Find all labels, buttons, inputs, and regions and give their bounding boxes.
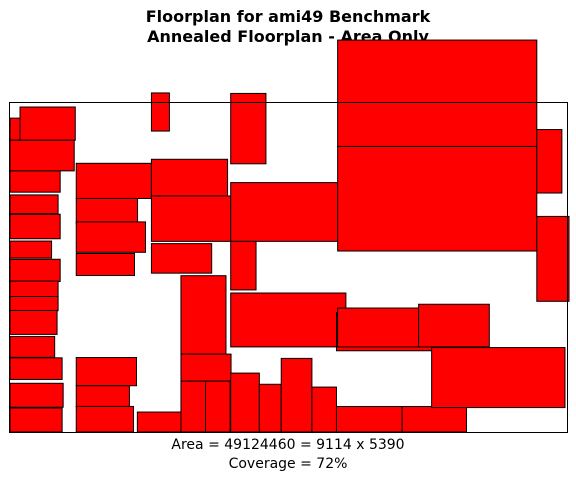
coverage-caption: Coverage = 72% <box>228 456 348 472</box>
chip-outline <box>9 102 568 433</box>
module-block-b9 <box>9 280 59 298</box>
module-block-b17 <box>75 197 139 225</box>
module-block-b29 <box>180 353 232 382</box>
module-block-b39 <box>311 386 337 433</box>
module-block-b45 <box>418 303 490 348</box>
module-block-b34 <box>230 240 257 291</box>
module-block-b48 <box>536 215 570 302</box>
module-block-b41 <box>335 405 403 433</box>
module-block-b22 <box>75 405 135 433</box>
module-block-b10 <box>9 295 59 312</box>
module-block-b15 <box>9 407 63 433</box>
module-block-b12 <box>9 335 56 358</box>
module-block-b16 <box>75 162 152 199</box>
module-block-b44 <box>337 307 420 348</box>
module-block-b24 <box>150 158 229 199</box>
module-block-b31 <box>205 380 231 433</box>
module-block-b38 <box>280 357 313 433</box>
module-block-b23 <box>150 92 170 132</box>
area-caption: Area = 49124460 = 9114 x 5390 <box>171 437 405 453</box>
module-block-b35 <box>230 292 347 348</box>
module-block-b32 <box>230 92 267 165</box>
module-block-b13 <box>9 357 63 380</box>
module-block-b21 <box>75 385 130 408</box>
module-block-b36 <box>230 372 260 433</box>
module-block-b42 <box>337 145 538 252</box>
chart-title: Floorplan for ami49 Benchmark <box>145 7 431 26</box>
module-block-b43 <box>337 39 538 147</box>
module-block-b3 <box>9 139 75 172</box>
module-block-b4 <box>9 170 61 193</box>
module-block-b46 <box>401 405 468 433</box>
module-block-b18 <box>75 221 146 253</box>
module-block-b30 <box>180 380 207 433</box>
module-block-b49 <box>536 129 563 194</box>
module-block-b25 <box>150 195 232 242</box>
module-block-b28 <box>180 275 227 355</box>
module-block-b6 <box>9 213 61 240</box>
module-block-b5 <box>9 194 59 215</box>
module-block-b37 <box>258 383 282 433</box>
module-block-b14 <box>9 382 64 408</box>
module-block-b47 <box>431 347 566 409</box>
module-block-b8 <box>9 258 61 283</box>
module-block-b11 <box>9 309 58 335</box>
floorplan-blocks <box>9 39 570 433</box>
module-block-b33 <box>230 182 348 242</box>
module-block-b26 <box>150 243 213 274</box>
module-block-b1 <box>9 117 21 141</box>
module-block-b7 <box>9 240 53 259</box>
module-block-b27 <box>136 411 185 433</box>
module-block-b2 <box>19 106 76 141</box>
module-block-b20 <box>75 357 138 387</box>
module-block-b19 <box>75 252 135 276</box>
